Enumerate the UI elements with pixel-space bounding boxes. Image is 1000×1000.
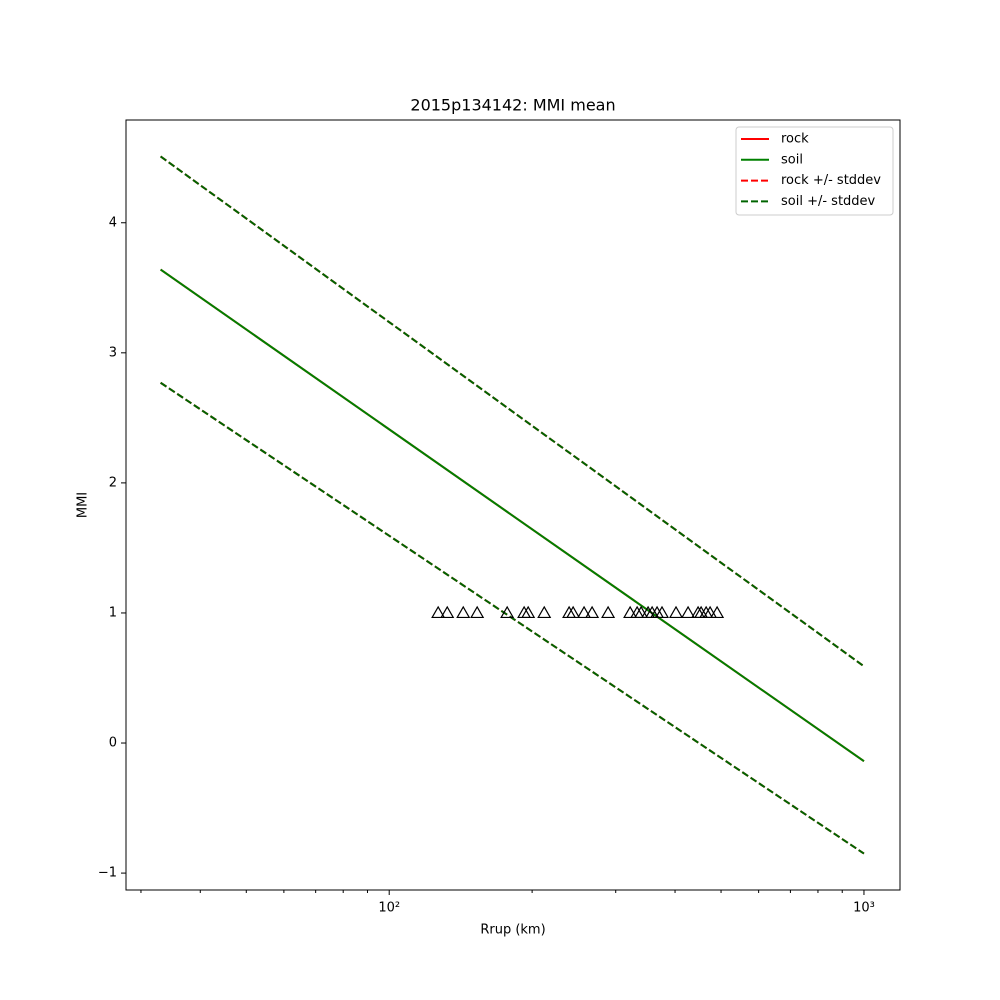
y-axis-label: MMI <box>76 492 91 518</box>
y-tick-label: 0 <box>109 736 117 751</box>
data-point <box>440 605 455 619</box>
data-point <box>703 605 718 619</box>
series-line <box>160 155 865 668</box>
x-axis-label: Rrup (km) <box>480 923 545 938</box>
data-point <box>500 605 515 619</box>
legend-label: soil <box>781 152 803 167</box>
data-point <box>710 605 725 619</box>
y-tick-label: 1 <box>109 605 117 620</box>
data-point <box>634 605 649 619</box>
data-point <box>537 605 552 619</box>
data-point <box>431 605 446 619</box>
data-point <box>521 605 536 619</box>
data-point <box>681 605 696 619</box>
plot-frame <box>125 119 901 891</box>
y-tick-label: −1 <box>98 866 117 881</box>
y-tick-label: 4 <box>109 215 117 230</box>
series-line <box>160 381 865 855</box>
legend-label: rock <box>781 132 809 147</box>
legend-label: rock +/- stddev <box>781 173 881 188</box>
x-tick-label: 10³ <box>853 901 875 916</box>
data-point <box>585 605 600 619</box>
chart-title: 2015p134142: MMI mean <box>410 96 615 115</box>
data-point <box>654 605 670 619</box>
series-line <box>160 268 865 763</box>
data-point <box>470 605 485 619</box>
data-point <box>566 605 581 619</box>
data-point <box>623 605 638 619</box>
legend-box <box>735 126 894 216</box>
data-point <box>456 605 471 619</box>
legend-label: soil +/- stddev <box>781 194 876 209</box>
data-point <box>577 605 592 619</box>
x-tick-label: 10² <box>378 901 400 916</box>
y-tick-label: 3 <box>109 345 117 360</box>
data-point <box>668 605 684 619</box>
data-point <box>601 605 616 619</box>
y-tick-label: 2 <box>109 475 117 490</box>
